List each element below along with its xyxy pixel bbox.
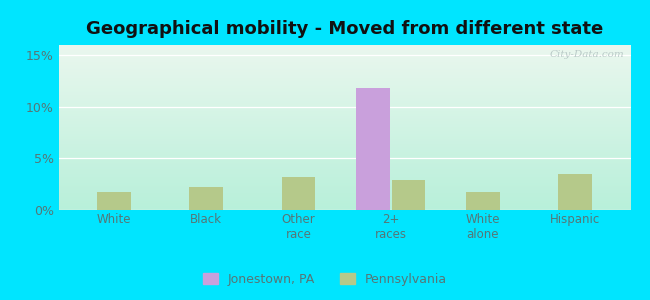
Bar xyxy=(466,193,500,210)
Bar xyxy=(98,193,131,210)
Text: City-Data.com: City-Data.com xyxy=(550,50,625,59)
Bar xyxy=(558,174,592,210)
Title: Geographical mobility - Moved from different state: Geographical mobility - Moved from diffe… xyxy=(86,20,603,38)
Bar xyxy=(356,88,390,210)
Legend: Jonestown, PA, Pennsylvania: Jonestown, PA, Pennsylvania xyxy=(198,268,452,291)
Bar xyxy=(189,187,223,210)
Bar xyxy=(391,180,425,210)
Bar xyxy=(281,177,315,210)
